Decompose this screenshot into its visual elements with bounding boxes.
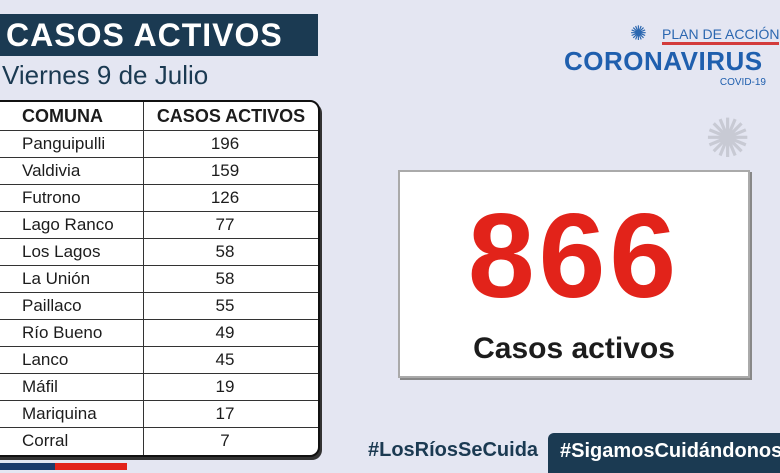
coronavirus-logo: ✺ PLAN DE ACCIÓN CORONAVIRUS COVID-19 <box>560 23 780 92</box>
comuna-cell: Lago Ranco <box>0 212 144 238</box>
virus-decoration-icon: ✺ <box>705 109 751 169</box>
table-row: Panguipulli 196 <box>0 131 318 158</box>
cases-cell: 159 <box>210 161 240 180</box>
table-row: Paillaco 55 <box>0 293 318 320</box>
table-row: La Unión 58 <box>0 266 318 293</box>
comuna-cell: Los Lagos <box>0 239 144 265</box>
cases-cell: 58 <box>215 269 235 288</box>
logo-subtitle: COVID-19 <box>719 77 766 88</box>
cases-cell: 19 <box>215 377 235 396</box>
cases-cell: 55 <box>215 296 235 315</box>
hashtag-sigamos: #SigamosCuidándonos <box>548 433 780 473</box>
table-row: Máfil 19 <box>0 374 318 401</box>
table-row: Valdivia 159 <box>0 158 318 185</box>
logo-title: CORONAVIRUS <box>564 46 763 76</box>
table-row: Río Bueno 49 <box>0 320 318 347</box>
cases-cell: 49 <box>215 323 235 342</box>
total-cases-value: 866 <box>467 189 681 323</box>
cases-cell: 196 <box>210 134 240 153</box>
total-cases-card: 866 Casos activos <box>398 170 750 378</box>
comuna-cell: Panguipulli <box>0 131 144 157</box>
table-header: COMUNA CASOS ACTIVOS <box>0 102 318 131</box>
active-cases-table: COMUNA CASOS ACTIVOS Panguipulli 196 Valdi… <box>0 100 320 457</box>
comuna-cell: Corral <box>0 428 144 455</box>
comuna-cell: Máfil <box>0 374 144 400</box>
comuna-cell: Mariquina <box>0 401 144 427</box>
column-header-comuna: COMUNA <box>0 102 144 130</box>
comuna-cell: Lanco <box>0 347 144 373</box>
logo-plan-text: PLAN DE ACCIÓN <box>662 26 780 45</box>
flag-stripe <box>0 463 127 470</box>
table-row: Corral 7 <box>0 428 318 455</box>
table-row: Futrono 126 <box>0 185 318 212</box>
table-row: Mariquina 17 <box>0 401 318 428</box>
hashtag-los-rios: #LosRíosSeCuida <box>368 439 539 461</box>
comuna-cell: Valdivia <box>0 158 144 184</box>
page-title: CASOS ACTIVOS <box>0 14 318 56</box>
column-header-cases: CASOS ACTIVOS <box>156 106 306 126</box>
table-row: Los Lagos 58 <box>0 239 318 266</box>
table-row: Lanco 45 <box>0 347 318 374</box>
comuna-cell: Paillaco <box>0 293 144 319</box>
virus-icon: ✺ <box>630 23 647 45</box>
cases-cell: 17 <box>215 404 235 423</box>
comuna-cell: La Unión <box>0 266 144 292</box>
report-date: Viernes 9 de Julio <box>2 60 209 90</box>
cases-cell: 7 <box>220 431 230 450</box>
cases-cell: 77 <box>215 215 235 234</box>
total-cases-label: Casos activos <box>473 332 675 365</box>
cases-cell: 126 <box>210 188 240 207</box>
table-row: Lago Ranco 77 <box>0 212 318 239</box>
comuna-cell: Río Bueno <box>0 320 144 346</box>
cases-cell: 45 <box>215 350 235 369</box>
comuna-cell: Futrono <box>0 185 144 211</box>
cases-cell: 58 <box>215 242 235 261</box>
